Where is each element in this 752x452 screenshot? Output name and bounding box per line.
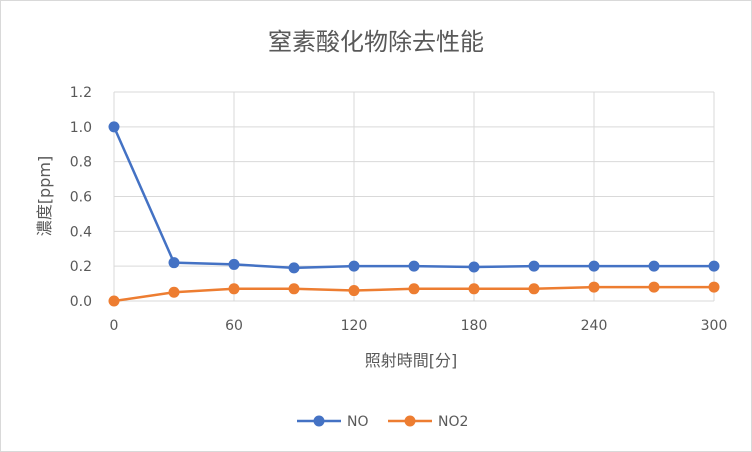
legend-marker-no xyxy=(313,415,325,427)
x-tick-label: 300 xyxy=(701,318,728,334)
y-tick-label: 0.8 xyxy=(70,155,92,171)
x-tick-label: 120 xyxy=(341,318,368,334)
data-point-no2 xyxy=(528,283,540,295)
data-point-no xyxy=(288,262,300,274)
data-point-no xyxy=(108,121,120,133)
data-point-no2 xyxy=(168,286,180,298)
data-point-no xyxy=(708,260,720,272)
data-point-no2 xyxy=(648,281,660,293)
data-point-no2 xyxy=(468,283,480,295)
data-point-no2 xyxy=(408,283,420,295)
data-point-no xyxy=(408,260,420,272)
data-point-no2 xyxy=(228,283,240,295)
data-point-no xyxy=(168,257,180,269)
legend-marker-no2 xyxy=(404,415,416,427)
data-point-no xyxy=(468,261,480,273)
x-axis-label: 照射時間[分] xyxy=(365,351,458,370)
data-point-no2 xyxy=(708,281,720,293)
x-tick-label: 0 xyxy=(110,318,119,334)
data-point-no xyxy=(348,260,360,272)
x-tick-label: 180 xyxy=(461,318,488,334)
data-point-no2 xyxy=(108,295,120,307)
data-point-no2 xyxy=(348,285,360,297)
chart-title: 窒素酸化物除去性能 xyxy=(268,28,484,56)
y-tick-label: 1.0 xyxy=(70,120,92,136)
x-tick-label: 240 xyxy=(581,318,608,334)
data-point-no xyxy=(648,260,660,272)
series-line-no xyxy=(112,126,714,270)
legend-label-no2: NO2 xyxy=(438,414,468,430)
y-tick-label: 0.6 xyxy=(70,190,92,206)
y-tick-label: 0.0 xyxy=(70,294,92,310)
y-tick-label: 1.2 xyxy=(70,85,92,101)
x-tick-label: 60 xyxy=(225,318,243,334)
data-point-no2 xyxy=(588,281,600,293)
y-tick-label: 0.4 xyxy=(70,224,92,240)
y-tick-label: 0.2 xyxy=(70,259,92,275)
data-point-no xyxy=(228,258,240,270)
y-axis-label: 濃度[ppm] xyxy=(35,156,54,236)
legend-label-no: NO xyxy=(347,414,369,430)
data-point-no2 xyxy=(288,283,300,295)
data-point-no xyxy=(588,260,600,272)
data-point-no xyxy=(528,260,540,272)
